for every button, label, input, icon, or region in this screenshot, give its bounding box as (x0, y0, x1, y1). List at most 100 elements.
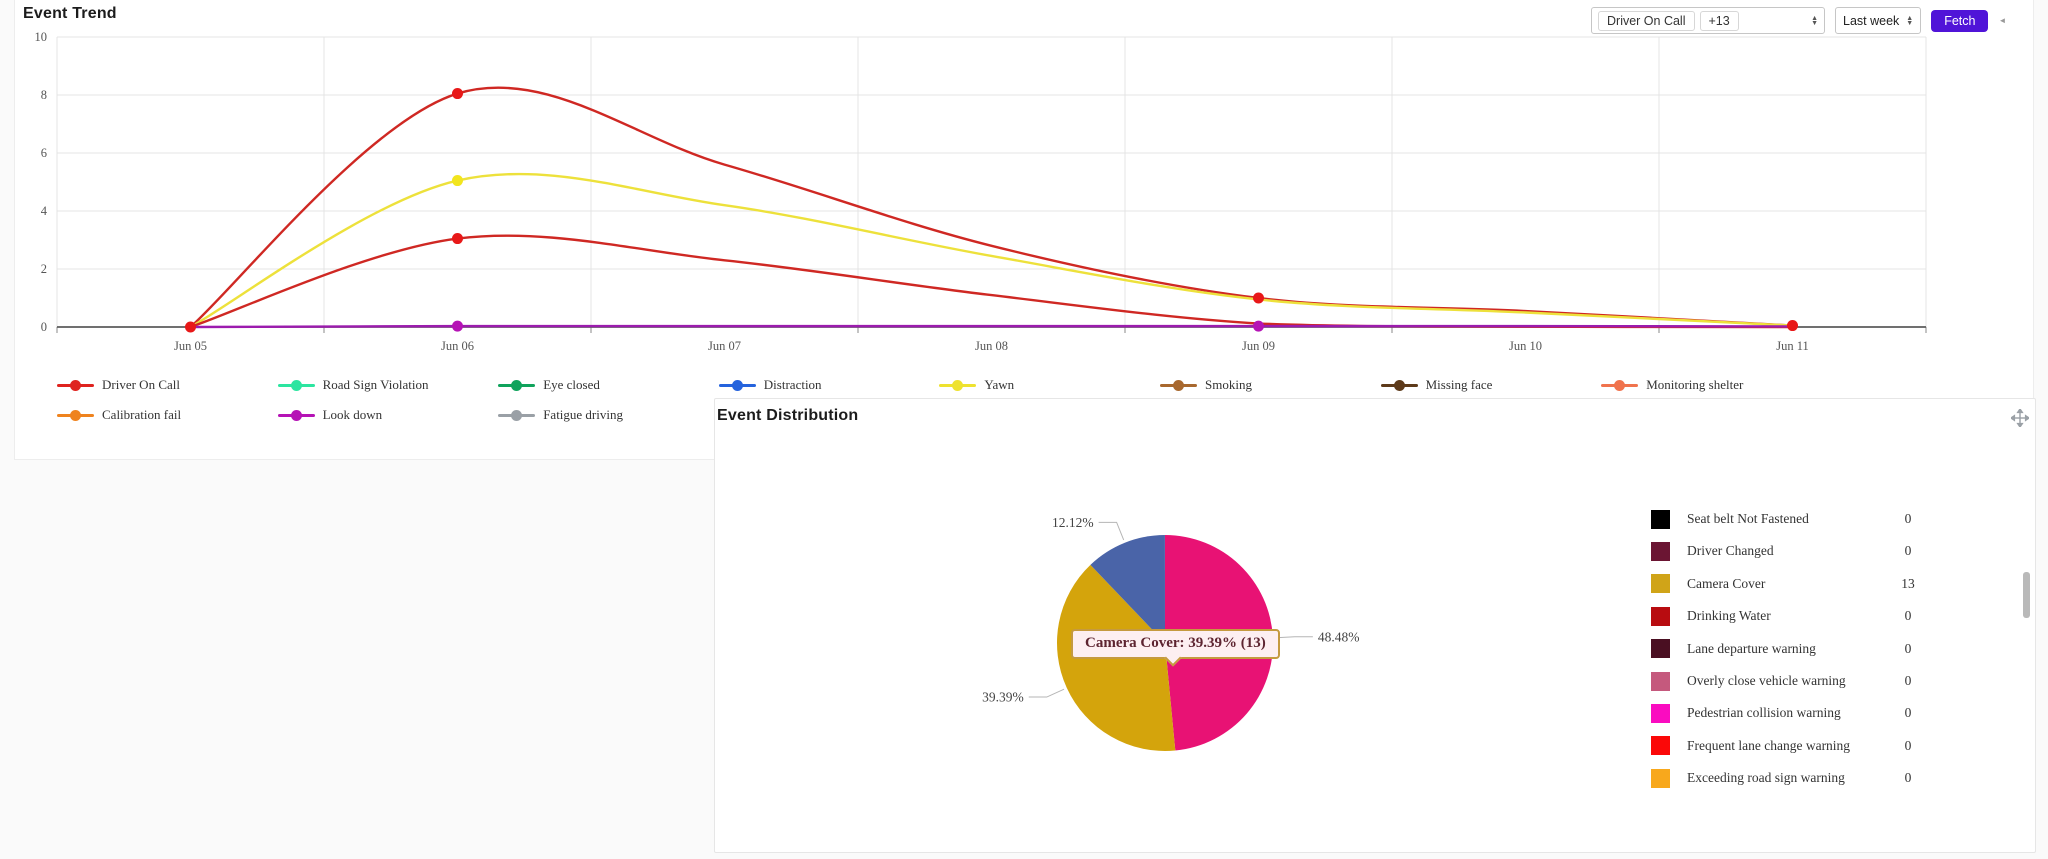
up-down-spinner-icon[interactable]: ▲ ▼ (1811, 14, 1818, 27)
range-select[interactable]: Last week ▲ ▼ (1835, 7, 1922, 34)
trend-legend-item-distraction[interactable]: Distraction (718, 374, 822, 396)
legend-swatch-icon (1651, 703, 1670, 723)
trend-legend-item-missing-face[interactable]: Missing face (1380, 374, 1493, 396)
y-axis-tick-label: 10 (35, 30, 48, 44)
legend-line-dot-icon (939, 379, 977, 391)
trend-legend-label: Eye closed (543, 377, 600, 392)
trend-legend-label: Distraction (763, 377, 822, 392)
event-trend-panel: Event Trend Driver On Call +13 ▲ ▼ Last w… (14, 0, 2034, 460)
pie-slice-percent-label: 12.12% (1052, 515, 1094, 530)
pie-legend-label: Exceeding road sign warning (1687, 770, 1845, 786)
y-axis-tick-label: 6 (41, 146, 47, 160)
trend-line-chart: 0 2 4 6 8 10 Jun 05 Jun 06 Jun 07 Jun 08 Jun 09 Jun… (35, 30, 1927, 353)
legend-swatch-icon (1651, 671, 1670, 691)
pie-legend-label: Overly close vehicle warning (1687, 673, 1846, 688)
trend-legend-label: Fatigue driving (543, 407, 623, 422)
pie-legend-item-exceeding-road-sign-warning[interactable]: Exceeding road sign warning 0 (1651, 767, 1923, 789)
trend-legend-label: Yawn (984, 377, 1015, 392)
trend-series-lines (185, 86, 1798, 333)
x-axis-tick-label: Jun 07 (708, 339, 741, 353)
pie-legend-count: 0 (1904, 608, 1912, 624)
legend-swatch-icon (1651, 509, 1670, 529)
trend-grid (56, 36, 1927, 333)
event-distribution-title: Event Distribution (717, 407, 859, 424)
trend-legend-item-monitoring-shelter[interactable]: Monitoring shelter (1601, 374, 1743, 396)
legend-line-dot-icon (1160, 379, 1197, 391)
pie-legend-item-seat-belt-not-fastened[interactable]: Seat belt Not Fastened 0 (1651, 508, 1923, 530)
legend-line-dot-icon (718, 379, 756, 391)
pie-legend-count: 13 (1901, 575, 1915, 591)
legend-swatch-icon (1651, 574, 1670, 594)
x-axis-tick-label: Jun 05 (174, 339, 207, 353)
toolbar: Driver On Call +13 ▲ ▼ Last week ▲ ▼ Fetch… (1591, 7, 2006, 34)
legend-line-dot-icon (498, 379, 536, 391)
pie-legend-label: Pedestrian collision warning (1687, 705, 1841, 721)
fetch-button[interactable]: Fetch (1931, 9, 1989, 32)
y-axis-tick-label: 8 (41, 88, 47, 102)
pie-legend-count: 0 (1904, 705, 1912, 721)
y-axis-tick-label: 0 (41, 320, 47, 334)
trend-point-yawn-jun-06[interactable] (452, 175, 463, 187)
trend-legend-item-look-down[interactable]: Look down (277, 404, 383, 426)
legend-scrollbar-thumb[interactable] (2023, 572, 2030, 618)
up-down-spinner-icon: ▲ ▼ (1906, 14, 1914, 27)
pie-slice-12-12[interactable] (1090, 535, 1165, 643)
trend-point-driver-on-call-jun-09[interactable] (1253, 292, 1264, 304)
trend-point-look-down-jun-06[interactable] (452, 320, 463, 332)
x-axis-tick-label: Jun 10 (1509, 339, 1542, 353)
trend-point-driver-on-call-jun-11[interactable] (1787, 320, 1798, 332)
legend-line-dot-icon (57, 409, 94, 421)
trend-legend-label: Missing face (1425, 377, 1493, 392)
x-axis-tick-label: Jun 08 (975, 339, 1008, 353)
legend-line-dot-icon (277, 409, 315, 421)
trend-legend-item-driver-on-call[interactable]: Driver On Call (57, 374, 180, 396)
move-icon[interactable] (2011, 409, 2029, 427)
pie-legend-count: 0 (1904, 770, 1912, 786)
y-axis-tick-label: 2 (41, 262, 47, 276)
range-select-value: Last week (1843, 13, 1900, 28)
y-axis-tick-label: 4 (41, 204, 48, 218)
pie-legend-item-frequent-lane-change-warning[interactable]: Frequent lane change warning 0 (1651, 735, 1923, 757)
trend-legend-label: Look down (322, 407, 383, 422)
x-axis-tick-label: Jun 11 (1776, 339, 1809, 353)
series-tag-driver-on-call[interactable]: Driver On Call (1598, 10, 1695, 31)
trend-legend-label: Monitoring shelter (1646, 377, 1744, 392)
trend-legend-item-yawn[interactable]: Yawn (939, 374, 1014, 396)
trend-point-look-down-jun-09[interactable] (1253, 320, 1264, 332)
pie-legend-item-overly-close-vehicle-warning[interactable]: Overly close vehicle warning 0 (1651, 670, 1923, 692)
pie-chart: 48.48% 39.39% 12.12% (982, 515, 1359, 751)
trend-point-driver-on-call-jun-05[interactable] (185, 321, 196, 333)
trend-legend-item-fatigue-driving[interactable]: Fatigue driving (498, 404, 623, 426)
pie-legend-label: Camera Cover (1687, 575, 1766, 591)
pie-label-leader-line (1275, 636, 1313, 639)
series-multiselect[interactable]: Driver On Call +13 ▲ ▼ (1591, 7, 1825, 34)
trend-line-look-down (190, 324, 1793, 329)
trend-point-driver-on-call-jun-06[interactable] (452, 88, 463, 100)
legend-swatch-icon (1651, 736, 1670, 756)
legend-line-dot-icon (277, 379, 315, 391)
trend-legend-label: Road Sign Violation (322, 377, 429, 392)
trend-legend-item-calibration-fail[interactable]: Calibration fail (57, 404, 181, 426)
pie-legend-count: 0 (1904, 640, 1912, 656)
pie-legend-item-pedestrian-collision-warning[interactable]: Pedestrian collision warning 0 (1651, 702, 1923, 724)
x-axis-tick-label: Jun 06 (441, 339, 474, 353)
pie-label-leader-line (1028, 688, 1065, 698)
pie-legend-item-lane-departure-warning[interactable]: Lane departure warning 0 (1651, 638, 1923, 660)
legend-line-dot-icon (498, 409, 536, 421)
pie-legend-item-camera-cover[interactable]: Camera Cover 13 (1651, 573, 1923, 595)
event-trend-title: Event Trend (23, 5, 117, 22)
trend-legend-item-eye-closed[interactable]: Eye closed (498, 374, 600, 396)
pie-legend-item-drinking-water[interactable]: Drinking Water 0 (1651, 605, 1923, 627)
legend-swatch-icon (1651, 541, 1670, 561)
trend-legend-label: Calibration fail (102, 407, 182, 422)
trend-legend-item-smoking[interactable]: Smoking (1160, 374, 1252, 396)
pie-legend-label: Driver Changed (1687, 543, 1774, 559)
trend-line-yawn (189, 172, 1793, 329)
pie-legend-item-driver-changed[interactable]: Driver Changed 0 (1651, 540, 1923, 562)
trend-point-red-unlabeled-jun-06[interactable] (452, 233, 463, 245)
legend-line-dot-icon (1601, 379, 1639, 391)
collapse-arrow-icon[interactable]: ◄ (1998, 16, 2007, 25)
pie-slice-percent-label: 39.39% (982, 690, 1024, 705)
trend-legend-item-road-sign-violation[interactable]: Road Sign Violation (277, 374, 429, 396)
series-tag-more-count[interactable]: +13 (1699, 10, 1739, 31)
